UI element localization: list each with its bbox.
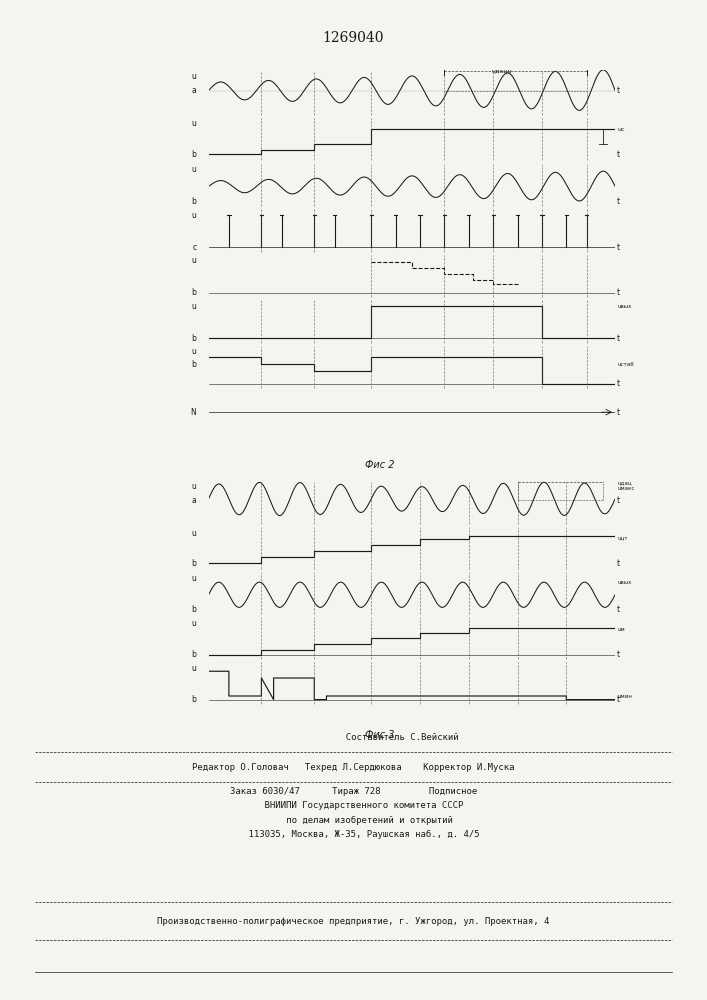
Text: Редактор О.Головач   Техред Л.Сердюкова    Корректор И.Муска: Редактор О.Головач Техред Л.Сердюкова Ко… — [192, 764, 515, 772]
Text: uмин: uмин — [617, 694, 632, 698]
Text: t: t — [617, 288, 620, 297]
Text: b: b — [192, 360, 197, 369]
Text: t: t — [617, 150, 620, 159]
Text: u: u — [192, 165, 197, 174]
Text: t: t — [617, 379, 620, 388]
Text: u: u — [192, 256, 197, 265]
Text: u: u — [192, 664, 197, 673]
Text: t: t — [617, 197, 620, 206]
Text: uцт: uцт — [617, 535, 628, 540]
Text: 1269040: 1269040 — [323, 31, 384, 45]
Text: a: a — [192, 496, 197, 505]
Text: t: t — [617, 650, 620, 659]
Text: t: t — [617, 695, 620, 704]
Text: по делам изобретений и открытий: по делам изобретений и открытий — [254, 815, 453, 825]
Text: u: u — [192, 619, 197, 628]
Text: b: b — [192, 197, 197, 206]
Text: Фис 3: Фис 3 — [365, 730, 394, 740]
Text: uвых: uвых — [617, 304, 631, 309]
Text: u: u — [192, 72, 197, 81]
Text: u: u — [192, 211, 197, 220]
Text: t: t — [617, 334, 620, 343]
Text: b: b — [192, 150, 197, 159]
Text: 113035, Москва, Ж-35, Раушская наб., д. 4/5: 113035, Москва, Ж-35, Раушская наб., д. … — [227, 829, 480, 839]
Text: uдацu: uдацu — [491, 69, 511, 74]
Text: t: t — [617, 496, 620, 505]
Text: b: b — [192, 695, 197, 704]
Text: Фис 2: Фис 2 — [365, 460, 394, 470]
Text: u: u — [192, 529, 197, 538]
Text: u: u — [192, 347, 197, 356]
Text: uвых: uвых — [617, 580, 631, 585]
Text: b: b — [192, 650, 197, 659]
Text: b: b — [192, 605, 197, 614]
Text: uстаб: uстаб — [617, 362, 634, 367]
Text: u: u — [192, 574, 197, 583]
Text: t: t — [617, 605, 620, 614]
Text: t: t — [617, 559, 620, 568]
Text: Производственно-полиграфическое предприятие, г. Ужгород, ул. Проектная, 4: Производственно-полиграфическое предприя… — [158, 918, 549, 926]
Text: uмакс: uмакс — [617, 487, 635, 491]
Text: Составитель С.Вейский: Составитель С.Вейский — [249, 734, 458, 742]
Text: u: u — [192, 302, 197, 311]
Text: a: a — [192, 86, 197, 95]
Text: t: t — [617, 408, 620, 417]
Text: t: t — [617, 243, 620, 252]
Text: uс: uс — [617, 127, 624, 132]
Text: u: u — [192, 119, 197, 128]
Text: c: c — [192, 243, 197, 252]
Text: b: b — [192, 559, 197, 568]
Text: b: b — [192, 334, 197, 343]
Text: Заказ 6030/47      Тираж 728         Подписное: Заказ 6030/47 Тираж 728 Подписное — [230, 788, 477, 796]
Text: u: u — [192, 482, 197, 491]
Text: ВНИИПИ Государственного комитета СССР: ВНИИПИ Государственного комитета СССР — [243, 802, 464, 810]
Text: uдац: uдац — [617, 481, 632, 486]
Text: uм: uм — [617, 627, 625, 632]
Text: b: b — [192, 288, 197, 297]
Text: t: t — [617, 86, 620, 95]
Text: N: N — [191, 408, 197, 417]
